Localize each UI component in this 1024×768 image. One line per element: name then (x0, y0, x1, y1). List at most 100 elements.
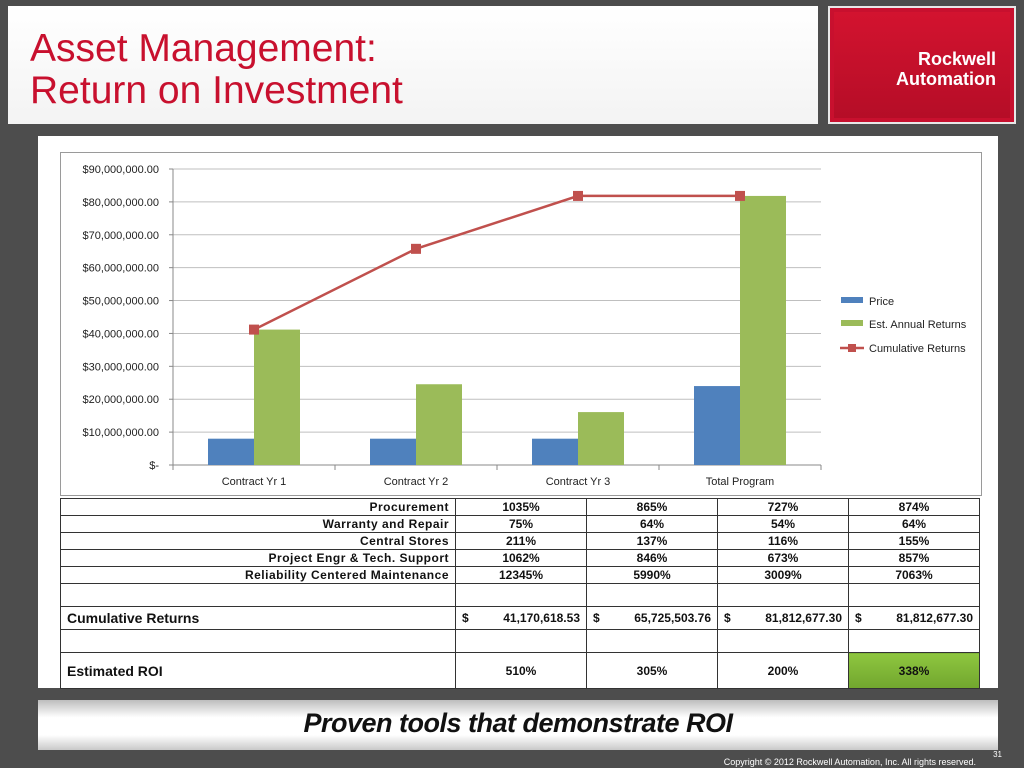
row-value: 865% (586, 498, 718, 516)
cumulative-value: $81,812,677.30 (717, 606, 849, 630)
table-row: Warranty and Repair 75% 64% 54% 64% (60, 515, 980, 533)
amount: 65,725,503.76 (634, 611, 711, 625)
row-value: 846% (586, 549, 718, 567)
spacer-cell (455, 629, 587, 653)
row-value: 3009% (717, 566, 849, 584)
row-value: 1035% (455, 498, 587, 516)
row-label: Reliability Centered Maintenance (60, 566, 456, 584)
roi-value: 510% (455, 652, 587, 689)
banner: Proven tools that demonstrate ROI (38, 700, 998, 750)
y-tick-label: $20,000,000.00 (83, 394, 159, 406)
y-tick-label: $70,000,000.00 (83, 230, 159, 242)
bar-est-annual-returns-0 (254, 329, 300, 465)
legend-label-2: Cumulative Returns (869, 343, 966, 355)
cumulative-returns-point-0 (249, 324, 259, 335)
y-tick-label: $30,000,000.00 (83, 361, 159, 373)
title-line-1: Asset Management: (30, 27, 377, 70)
rockwell-logo: Rockwell Automation (828, 6, 1016, 124)
row-value: 727% (717, 498, 849, 516)
currency-symbol: $ (462, 611, 469, 625)
y-tick-label: $90,000,000.00 (83, 164, 159, 176)
cumulative-returns-line (253, 194, 740, 331)
spacer-row (60, 629, 980, 653)
cumulative-value: $65,725,503.76 (586, 606, 718, 630)
bar-est-annual-returns-3 (740, 195, 786, 466)
cumulative-returns-point-1 (411, 243, 421, 254)
cumulative-label: Cumulative Returns (60, 606, 456, 630)
spacer-cell (60, 629, 456, 653)
bar-price-0 (208, 438, 254, 465)
spacer-cell (586, 629, 718, 653)
spacer-cell (717, 629, 849, 653)
legend-swatch-0 (841, 297, 863, 303)
roi-chart: $90,000,000.00 $80,000,000.00 $70,000,000.… (83, 164, 967, 488)
row-value: 137% (586, 532, 718, 550)
bar-price-2 (532, 438, 578, 465)
spacer-cell (60, 583, 456, 607)
copyright: Copyright © 2012 Rockwell Automation, In… (723, 757, 976, 767)
table-row: Reliability Centered Maintenance 12345% 59… (60, 566, 980, 584)
legend-label-0: Price (869, 296, 894, 308)
cumulative-value: $41,170,618.53 (455, 606, 587, 630)
row-value: 1062% (455, 549, 587, 567)
amount: 41,170,618.53 (503, 611, 580, 625)
y-tick-label: $- (149, 460, 159, 472)
row-value: 155% (848, 532, 980, 550)
title-line-2: Return on Investment (30, 69, 403, 112)
row-value: 12345% (455, 566, 587, 584)
logo-line-1: Rockwell (917, 49, 996, 69)
row-label: Warranty and Repair (60, 515, 456, 533)
row-value: 874% (848, 498, 980, 516)
chart-container: $90,000,000.00 $80,000,000.00 $70,000,000.… (60, 152, 982, 496)
row-value: 64% (848, 515, 980, 533)
banner-text: Proven tools that demonstrate ROI (303, 708, 733, 738)
x-tick-label: Total Program (706, 476, 774, 488)
row-value: 54% (717, 515, 849, 533)
spacer-cell (848, 583, 980, 607)
y-tick-label: $10,000,000.00 (83, 427, 159, 439)
spacer-cell (586, 583, 718, 607)
y-tick-label: $50,000,000.00 (83, 296, 159, 308)
table-row: Project Engr & Tech. Support 1062% 846% 673… (60, 549, 980, 567)
cumulative-returns-point-3 (735, 190, 745, 201)
roi-value: 338% (848, 652, 980, 689)
currency-symbol: $ (724, 611, 731, 625)
table-row: Procurement 1035% 865% 727% 874% (60, 498, 980, 516)
cumulative-returns-point-2 (573, 190, 583, 201)
row-label: Central Stores (60, 532, 456, 550)
bar-price-3 (694, 386, 740, 465)
cumulative-row: Cumulative Returns $41,170,618.53 $65,725,… (60, 606, 980, 630)
row-value: 64% (586, 515, 718, 533)
row-value: 5990% (586, 566, 718, 584)
roi-value: 305% (586, 652, 718, 689)
logo-line-2: Automation (896, 69, 996, 89)
amount: 81,812,677.30 (896, 611, 973, 625)
page-number: 31 (993, 750, 1002, 759)
bar-est-annual-returns-1 (416, 384, 462, 465)
slide-title: Asset Management: Return on Investment (30, 28, 403, 112)
row-label: Project Engr & Tech. Support (60, 549, 456, 567)
table-row: Central Stores 211% 137% 116% 155% (60, 532, 980, 550)
roi-row: Estimated ROI 510% 305% 200% 338% (60, 652, 980, 689)
row-value: 75% (455, 515, 587, 533)
row-value: 116% (717, 532, 849, 550)
cumulative-value: $81,812,677.30 (848, 606, 980, 630)
roi-value: 200% (717, 652, 849, 689)
y-tick-label: $60,000,000.00 (83, 263, 159, 275)
legend-marker-2 (848, 344, 856, 352)
row-value: 7063% (848, 566, 980, 584)
roi-table: Procurement 1035% 865% 727% 874% Warranty and… (60, 498, 980, 689)
spacer-cell (717, 583, 849, 607)
x-tick-label: Contract Yr 2 (384, 476, 449, 488)
slide-header: Asset Management: Return on Investment (8, 6, 818, 124)
amount: 81,812,677.30 (765, 611, 842, 625)
x-tick-label: Contract Yr 3 (546, 476, 611, 488)
row-value: 857% (848, 549, 980, 567)
spacer-cell (455, 583, 587, 607)
x-tick-label: Contract Yr 1 (222, 476, 287, 488)
row-value: 211% (455, 532, 587, 550)
spacer-cell (848, 629, 980, 653)
currency-symbol: $ (855, 611, 862, 625)
bar-price-1 (370, 438, 416, 465)
roi-label: Estimated ROI (60, 652, 456, 689)
